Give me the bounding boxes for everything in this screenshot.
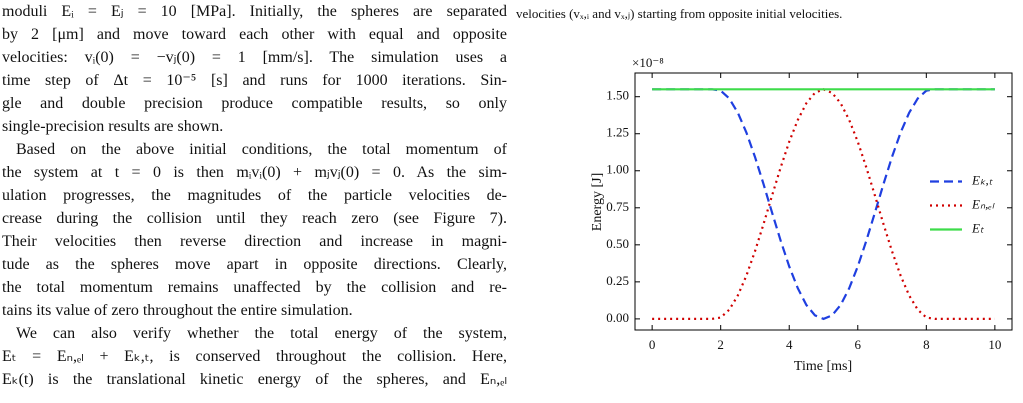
y-tick-label: 0.75: [606, 199, 629, 214]
text-line: Their velocities then reverse direction …: [2, 233, 507, 250]
x-tick-label: 2: [717, 337, 724, 352]
text-line: Based on the above initial conditions, t…: [16, 141, 507, 158]
y-tick-label: 1.50: [606, 88, 629, 103]
y-tick-label: 1.00: [606, 162, 629, 177]
plot-frame: [634, 72, 1013, 331]
x-tick-label: 6: [855, 337, 862, 352]
y-tick-label: 0.25: [606, 273, 629, 288]
text-line: moduli Eᵢ = Eⱼ = 10 [MPa]. Initially, th…: [2, 3, 507, 20]
text-line: time step of Δt = 10⁻⁵ [s] and runs for …: [2, 72, 507, 89]
y-offset-label: ×10⁻⁸: [632, 55, 664, 70]
legend-label: Eₖ,ₜ: [971, 172, 994, 187]
text-line: single-precision results are shown.: [2, 118, 224, 135]
y-tick-label: 0.50: [606, 236, 629, 251]
y-tick-label: 1.25: [606, 125, 629, 140]
text-line: ulation progresses, the magnitudes of th…: [2, 187, 507, 204]
text-line: gle and double precision produce compati…: [2, 95, 507, 112]
x-tick-label: 10: [988, 337, 1001, 352]
text-line: velocities: vᵢ(0) = −vⱼ(0) = 1 [mm/s]. T…: [2, 49, 507, 66]
legend-label: Eₙ,ₑₗ: [971, 196, 995, 211]
x-tick-label: 8: [923, 337, 930, 352]
series-line: [652, 88, 995, 320]
text-line: Eₖ(t) is the translational kinetic energ…: [2, 371, 507, 388]
text-line: tude as the spheres move apart in opposi…: [2, 256, 507, 273]
legend-label: Eₜ: [971, 220, 985, 235]
y-axis-label: Energy [J]: [590, 173, 605, 231]
x-tick-label: 0: [649, 337, 656, 352]
text-line: Eₜ = Eₙ,ₑₗ + Eₖ,ₜ, is conserved througho…: [2, 348, 507, 365]
text-line: tains its value of zero throughout the e…: [2, 302, 353, 319]
series-line: [652, 88, 995, 321]
text-line: We can also verify whether the total ene…: [16, 325, 507, 342]
text-line: the total momentum remains unaffected by…: [2, 279, 507, 296]
text-line: crease during the collision until they r…: [2, 210, 507, 227]
x-axis-label: Time [ms]: [794, 359, 852, 374]
x-tick-label: 4: [786, 337, 793, 352]
y-tick-label: 0.00: [606, 310, 629, 325]
figure-caption: velocities (vₓ,ᵢ and vₓ,ⱼ) starting from…: [516, 6, 843, 21]
body-text: moduli Eᵢ = Eⱼ = 10 [MPa]. Initially, th…: [2, 0, 507, 391]
text-line: by 2 [μm] and move toward each other wit…: [2, 26, 507, 43]
text-line: the system at t = 0 is then mᵢvᵢ(0) + mⱼ…: [2, 164, 507, 181]
